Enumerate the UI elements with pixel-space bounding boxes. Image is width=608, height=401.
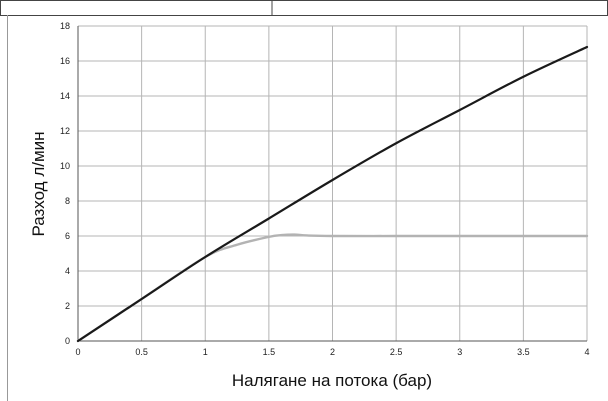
plot-border xyxy=(77,26,587,342)
chart-grid xyxy=(77,25,588,342)
series-line-1 xyxy=(76,45,589,343)
x-tick-label: 3.5 xyxy=(517,347,530,357)
y-axis-ticks: 0 2 4 6 8 10 12 14 16 18 xyxy=(60,21,70,346)
x-tick-label: 2 xyxy=(330,347,335,357)
y-tick-label: 12 xyxy=(60,126,70,136)
y-tick-label: 8 xyxy=(65,196,70,206)
x-axis-ticks: 0 0.5 1 1.5 2 2.5 3 3.5 4 xyxy=(75,347,589,357)
y-tick-label: 10 xyxy=(60,161,70,171)
x-axis-title: Налягане на потока (бар) xyxy=(232,371,432,390)
x-tick-label: 0.5 xyxy=(135,347,148,357)
chart-series xyxy=(76,45,589,343)
x-tick-label: 3 xyxy=(457,347,462,357)
x-tick-label: 2.5 xyxy=(390,347,403,357)
y-axis-title: Разход л/мин xyxy=(29,131,48,236)
y-tick-label: 4 xyxy=(65,266,70,276)
y-tick-label: 0 xyxy=(65,336,70,346)
x-tick-label: 0 xyxy=(75,347,80,357)
y-tick-label: 14 xyxy=(60,91,70,101)
x-tick-label: 1.5 xyxy=(263,347,276,357)
y-tick-label: 6 xyxy=(65,231,70,241)
x-tick-label: 1 xyxy=(203,347,208,357)
x-tick-label: 4 xyxy=(584,347,589,357)
y-tick-label: 18 xyxy=(60,21,70,31)
y-tick-label: 2 xyxy=(65,301,70,311)
y-tick-label: 16 xyxy=(60,56,70,66)
